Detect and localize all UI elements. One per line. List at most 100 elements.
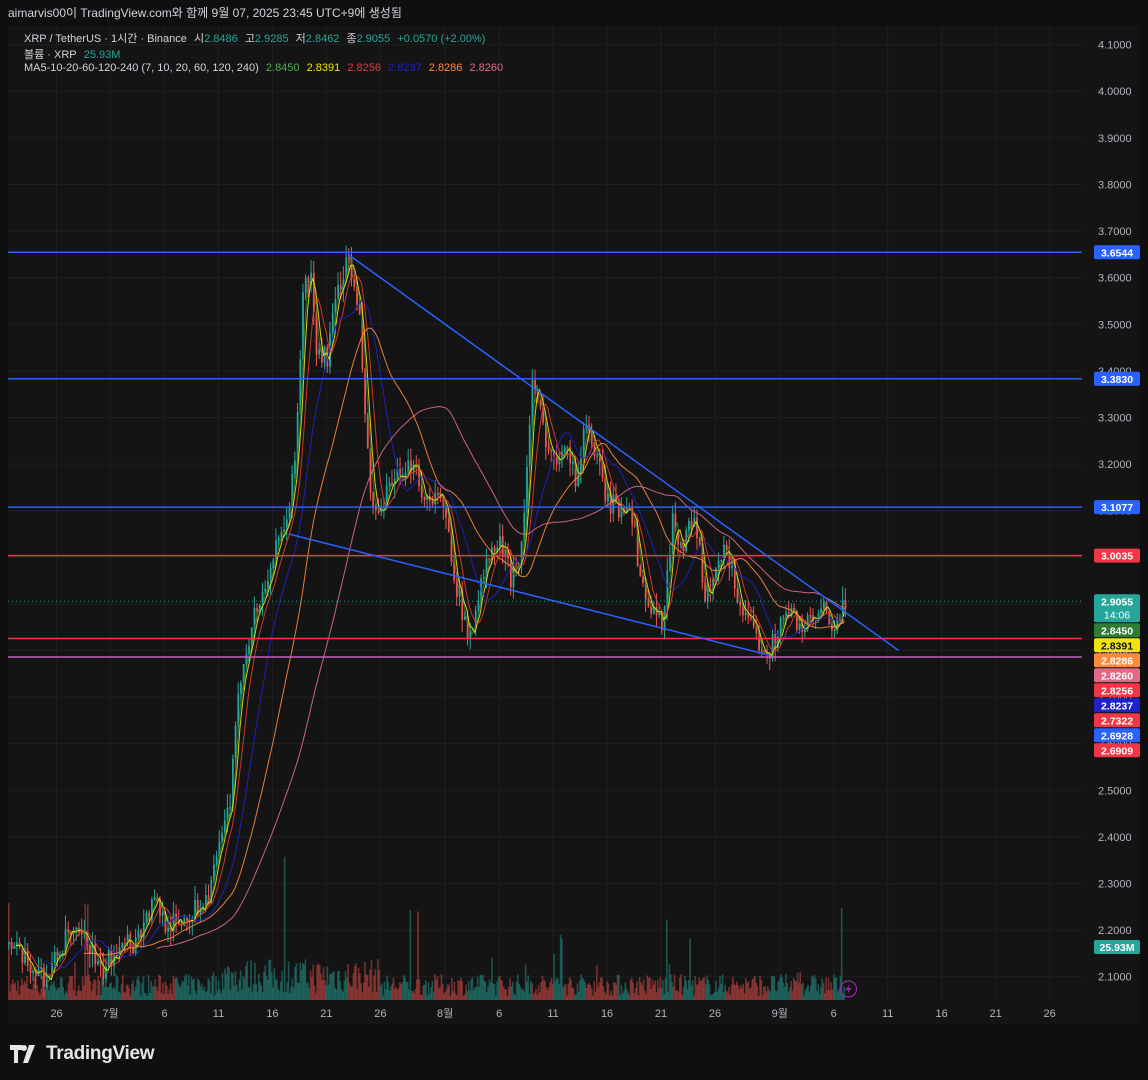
candle-body [593, 443, 596, 457]
volume-bar [741, 987, 743, 1000]
volume-bar [800, 984, 803, 1000]
candle-body [401, 479, 404, 481]
candle-body [318, 349, 321, 355]
volume-bar [206, 990, 208, 1000]
volume-bar [574, 995, 576, 1000]
tradingview-logo[interactable]: TradingView [10, 1042, 155, 1066]
volume-bar [57, 988, 59, 1000]
candle-body [814, 620, 817, 622]
volume-bar [339, 981, 342, 1000]
volume-bar [575, 993, 577, 1000]
volume-bar [53, 980, 55, 1000]
volume-bar [637, 995, 640, 1000]
volume-bar [68, 975, 71, 1000]
chart-panel[interactable]: 2.10002.20002.30002.40002.50002.60002.70… [8, 26, 1140, 1024]
y-tick-label: 3.7000 [1098, 226, 1132, 238]
volume-bar [673, 974, 676, 1000]
volume-bar [803, 995, 805, 1000]
volume-bar [746, 983, 748, 1000]
candle-body [372, 492, 375, 507]
volume-bar [85, 975, 88, 1000]
volume-bar [496, 981, 498, 1000]
candle-body [215, 856, 218, 865]
volume-bar [405, 981, 408, 1000]
volume-bar [498, 975, 501, 1000]
x-tick-label: 9월 [772, 1007, 788, 1020]
volume-bar [502, 986, 505, 1000]
x-tick-label: 21 [655, 1008, 667, 1020]
candle-body [717, 560, 720, 569]
volume-bar [8, 902, 10, 1000]
candle-body [798, 623, 801, 630]
volume-bar [140, 995, 142, 1000]
y-tick-label: 3.3000 [1098, 412, 1132, 424]
volume-bar [782, 982, 785, 1000]
volume-bar [515, 981, 518, 1000]
volume-bar [320, 973, 322, 1000]
candle-body [839, 617, 841, 619]
candle-body [755, 626, 758, 634]
candle-body [267, 581, 269, 589]
candle-body [196, 899, 199, 915]
volume-bar [10, 984, 13, 1000]
volume-bar [625, 988, 628, 1000]
volume-bar [700, 980, 703, 1000]
volume-bar [286, 982, 289, 1000]
volume-bar [107, 987, 110, 1000]
volume-bar [379, 985, 382, 1000]
volume-bar [316, 965, 318, 1000]
volume-bar [410, 990, 413, 1000]
volume-bar [535, 988, 537, 1000]
volume-bar [748, 988, 751, 1000]
candle-body [669, 556, 671, 571]
volume-bar [505, 989, 507, 1000]
volume-bar [237, 991, 239, 1000]
volume-bar [649, 977, 651, 1000]
volume-bar [822, 983, 825, 1000]
candle-body [67, 929, 70, 933]
candle-body [240, 683, 242, 694]
volume-bar [770, 976, 773, 1000]
volume-bar [248, 988, 251, 1000]
candle-body [774, 633, 777, 648]
volume-bar [737, 985, 739, 1000]
candle-body [631, 507, 634, 525]
volume-bar [131, 984, 133, 1000]
volume-bar [186, 985, 189, 1000]
volume-bar [802, 982, 804, 1000]
tv-logo-icon [10, 1045, 35, 1063]
volume-bar [62, 987, 65, 1000]
candle-body [817, 613, 820, 621]
volume-bar [514, 995, 517, 1000]
candle-body [453, 561, 456, 581]
volume-bar [449, 995, 452, 1000]
volume-bar [121, 975, 124, 1000]
volume-bar [821, 978, 824, 1000]
volume-bar [452, 991, 454, 1000]
candle-body [804, 629, 806, 633]
volume-bar [361, 992, 364, 1000]
volume-bar [835, 976, 838, 1000]
volume-bar [757, 995, 760, 1000]
volume-bar [200, 983, 203, 1000]
volume-bar [675, 990, 677, 1000]
candle-body [509, 558, 512, 588]
candle-body [80, 931, 83, 935]
volume-bar [101, 977, 103, 1000]
volume-bar [219, 989, 221, 1000]
price-label-countdown: 14:06 [1104, 609, 1130, 621]
volume-bar [228, 967, 230, 1000]
volume-bar [722, 991, 725, 1000]
volume-bar [774, 990, 777, 1000]
price-label: 2.8260 [1101, 670, 1133, 682]
volume-bar [384, 989, 387, 1000]
volume-bar [795, 981, 798, 1000]
legend-low: 2.8462 [305, 33, 340, 45]
candle-body [617, 502, 620, 518]
price-chart[interactable]: 2.10002.20002.30002.40002.50002.60002.70… [8, 26, 1140, 1024]
volume-bar [64, 991, 67, 1000]
volume-bar [529, 980, 532, 1000]
volume-bar [432, 992, 435, 1000]
volume-bar [484, 981, 487, 1000]
volume-bar [659, 977, 662, 1000]
